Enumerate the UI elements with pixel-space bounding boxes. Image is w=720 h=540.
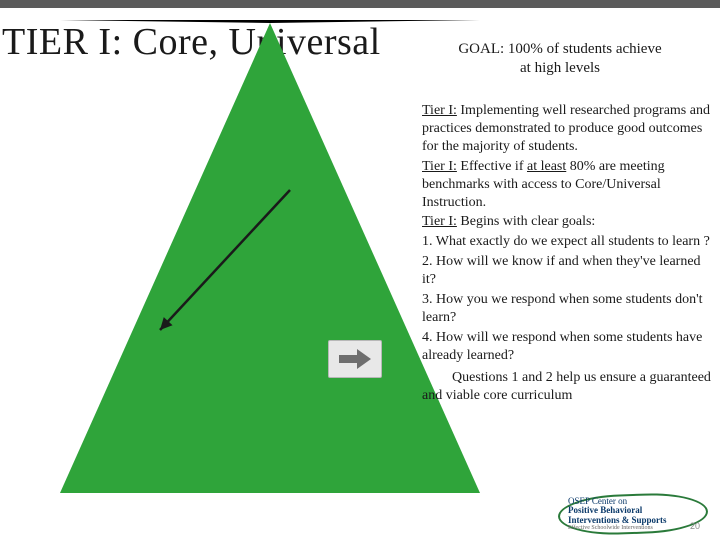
para-2: Tier I: Effective if at least 80% are me…	[422, 158, 714, 212]
page-number: 20	[690, 521, 700, 531]
goal-line-2: at high levels	[430, 59, 690, 78]
question-1: 1. What exactly do we expect all student…	[422, 233, 714, 251]
para-3-lead: Tier I:	[422, 214, 457, 229]
diagonal-arrow	[148, 178, 302, 342]
right-arrow-icon	[337, 348, 373, 370]
question-3: 3. How you we respond when some students…	[422, 291, 714, 327]
para-2-lead: Tier I:	[422, 159, 457, 174]
para-1-rest: Implementing well researched programs an…	[422, 103, 710, 154]
right-arrow-block	[328, 340, 382, 378]
top-bar	[0, 0, 720, 8]
body-text: Tier I: Implementing well researched pro…	[422, 102, 714, 407]
logo-oval-wrap: OSEP Center on Positive Behavioral Inter…	[558, 494, 708, 534]
question-4: 4. How will we respond when some student…	[422, 329, 714, 365]
pbis-logo: OSEP Center on Positive Behavioral Inter…	[558, 494, 708, 534]
logo-line-4: Effective Schoolwide Interventions	[568, 525, 667, 531]
logo-text: OSEP Center on Positive Behavioral Inter…	[568, 497, 667, 532]
para-1: Tier I: Implementing well researched pro…	[422, 102, 714, 156]
goal-text: GOAL: 100% of students achieve at high l…	[430, 40, 690, 78]
para-3: Tier I: Begins with clear goals:	[422, 213, 714, 231]
para-1-lead: Tier I:	[422, 103, 457, 118]
goal-line-1: GOAL: 100% of students achieve	[430, 40, 690, 59]
closing-line: Questions 1 and 2 help us ensure a guara…	[422, 369, 714, 405]
para-2-underline: at least	[527, 159, 566, 174]
slide: TIER I: Core, Universal GOAL: 100% of st…	[0, 0, 720, 540]
logo-line-3: Interventions & Supports	[568, 516, 667, 525]
question-2: 2. How will we know if and when they've …	[422, 253, 714, 289]
para-3-rest: Begins with clear goals:	[457, 214, 595, 229]
para-2-mid: Effective if	[457, 159, 527, 174]
